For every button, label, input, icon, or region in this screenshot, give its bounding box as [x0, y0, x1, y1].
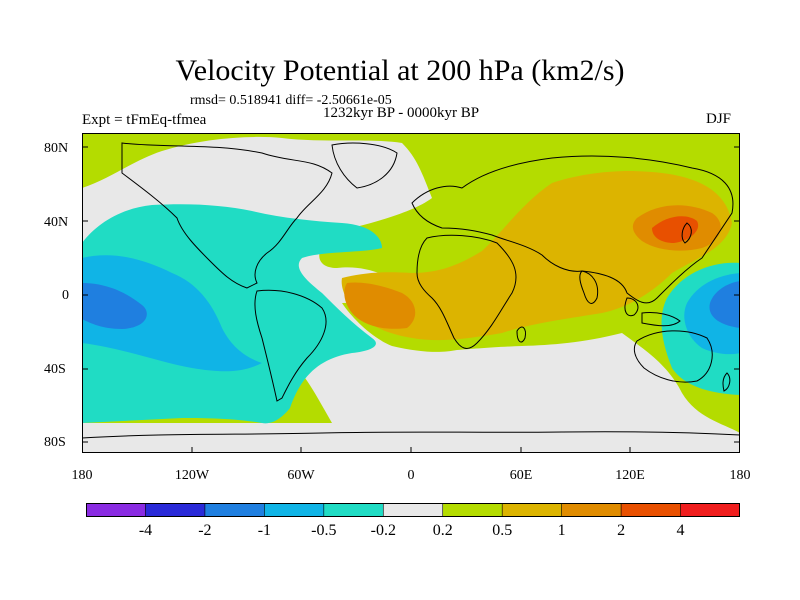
- axis-ticks: [82, 146, 740, 453]
- colorbar-swatch: [145, 503, 206, 517]
- colorbar-label: -0.5: [311, 522, 337, 539]
- field-positive-west-africa: [344, 282, 416, 329]
- plot-title: Velocity Potential at 200 hPa (km2/s): [175, 54, 625, 87]
- colorbar-frame: [86, 503, 740, 517]
- lat-tick-label: 0: [62, 288, 69, 303]
- colorbar-swatch: [501, 503, 563, 517]
- field-negative-west-pacific-core: [709, 281, 740, 328]
- lat-tick-label: 40S: [44, 362, 66, 377]
- field-negative-core-east-pacific: [82, 283, 147, 329]
- colorbar-label: -1: [257, 522, 272, 539]
- stats-label: rmsd= 0.518941 diff= -2.50661e-05: [190, 93, 392, 108]
- field-negative-americas: [82, 204, 382, 424]
- colorbar-label: 1: [557, 522, 566, 539]
- colorbar-label: 2: [617, 522, 626, 539]
- map-panel: [82, 133, 740, 453]
- lon-tick-label: 180: [71, 468, 93, 483]
- lat-tick-label: 80N: [44, 141, 69, 156]
- colorbar-label: 0.2: [432, 522, 453, 539]
- lon-tick-label: 0: [407, 468, 415, 483]
- colorbar-swatch: [382, 503, 444, 517]
- lon-tick-label: 180: [729, 468, 751, 483]
- coastlines: [82, 142, 740, 439]
- colorbar-swatch: [264, 503, 325, 517]
- season-label: DJF: [706, 111, 732, 127]
- lon-tick-label: 120W: [174, 468, 210, 483]
- colorbar-swatch: [620, 503, 682, 517]
- colorbar-swatch: [323, 503, 385, 517]
- colorbar-label: 0.5: [492, 522, 513, 539]
- field-positive-africa-asia: [341, 171, 732, 341]
- colorbar-label: -2: [198, 522, 212, 539]
- lat-tick-label: 80S: [44, 435, 66, 450]
- lon-tick-label: 60E: [509, 468, 533, 483]
- colorbar-label: 4: [676, 522, 685, 539]
- colorbar-swatch: [680, 503, 740, 517]
- experiment-label: Expt = tFmEq-tfmea: [82, 112, 207, 128]
- lat-tick-label: 40N: [44, 215, 69, 230]
- colorbar-swatch: [86, 503, 147, 517]
- lon-tick-label: 60W: [287, 468, 315, 483]
- colorbar-swatch: [442, 503, 503, 517]
- colorbar-swatch: [561, 503, 622, 517]
- colorbar-label: -0.2: [370, 522, 396, 539]
- colorbar-swatch: [204, 503, 266, 517]
- period-label: 1232kyr BP - 0000kyr BP: [323, 105, 480, 121]
- colorbar: [86, 503, 740, 517]
- lon-tick-label: 120E: [615, 468, 645, 483]
- field-negative-pacific: [82, 255, 262, 372]
- colorbar-label: -4: [138, 522, 153, 539]
